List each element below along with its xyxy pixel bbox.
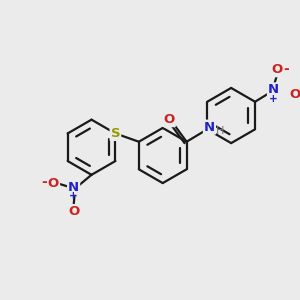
- Text: -: -: [41, 175, 47, 189]
- Text: O: O: [290, 88, 300, 101]
- Text: O: O: [48, 177, 59, 190]
- Text: +: +: [69, 191, 78, 201]
- Text: N: N: [68, 181, 79, 194]
- Text: +: +: [269, 94, 278, 104]
- Text: N: N: [268, 83, 279, 96]
- Text: N: N: [204, 121, 215, 134]
- Text: -: -: [283, 62, 289, 76]
- Text: O: O: [272, 63, 283, 76]
- Text: S: S: [111, 127, 120, 140]
- Text: H: H: [216, 126, 225, 136]
- Text: O: O: [164, 113, 175, 126]
- Text: O: O: [68, 205, 79, 218]
